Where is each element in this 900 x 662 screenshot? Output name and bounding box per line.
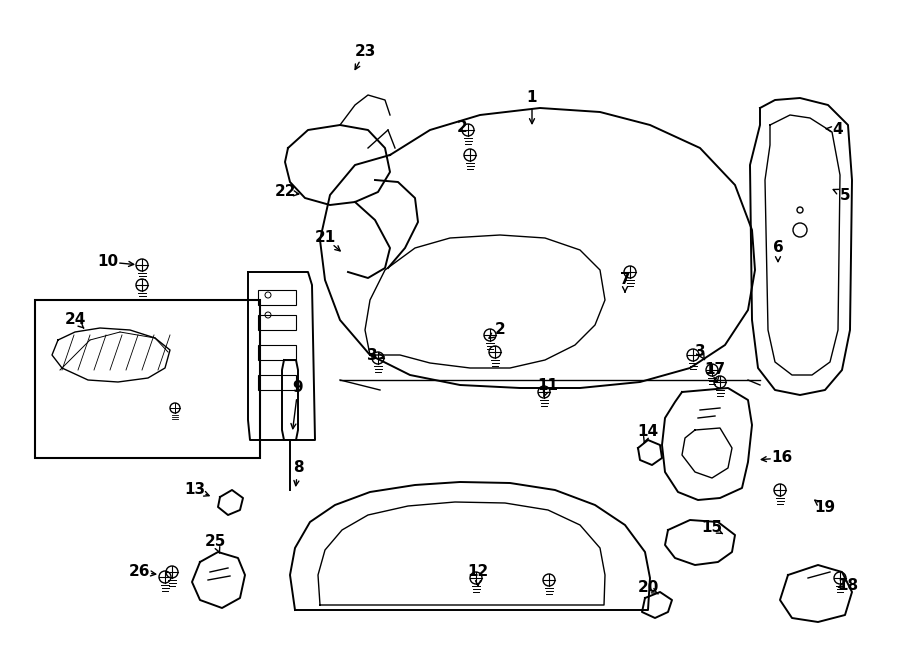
- Bar: [258, 375, 296, 390]
- Text: 11: 11: [537, 377, 559, 393]
- Text: 10: 10: [97, 254, 119, 269]
- Text: 17: 17: [705, 363, 725, 377]
- Text: 1: 1: [526, 89, 537, 105]
- Bar: [258, 345, 296, 360]
- Text: 6: 6: [772, 240, 783, 256]
- Text: 5: 5: [840, 187, 850, 203]
- Text: 18: 18: [837, 577, 859, 592]
- Bar: [35, 300, 260, 458]
- Text: 24: 24: [64, 312, 86, 328]
- Text: 23: 23: [355, 44, 375, 60]
- Text: 9: 9: [292, 381, 303, 395]
- Text: 8: 8: [292, 461, 303, 475]
- Text: 14: 14: [637, 424, 659, 440]
- Text: 13: 13: [184, 483, 205, 498]
- Text: 15: 15: [701, 520, 723, 536]
- Bar: [258, 315, 296, 330]
- Text: 20: 20: [637, 581, 659, 596]
- Text: 21: 21: [314, 230, 336, 246]
- Text: 12: 12: [467, 565, 489, 579]
- Text: 16: 16: [771, 451, 793, 465]
- Text: 2: 2: [456, 120, 467, 134]
- Text: 3: 3: [366, 348, 377, 363]
- Text: 4: 4: [832, 122, 843, 138]
- Text: 7: 7: [620, 273, 630, 287]
- Bar: [258, 290, 296, 305]
- Text: 22: 22: [274, 185, 296, 199]
- Text: 2: 2: [495, 322, 506, 338]
- Text: 3: 3: [695, 344, 706, 359]
- Text: 25: 25: [204, 534, 226, 549]
- Text: 19: 19: [814, 500, 835, 516]
- Text: 26: 26: [130, 565, 151, 579]
